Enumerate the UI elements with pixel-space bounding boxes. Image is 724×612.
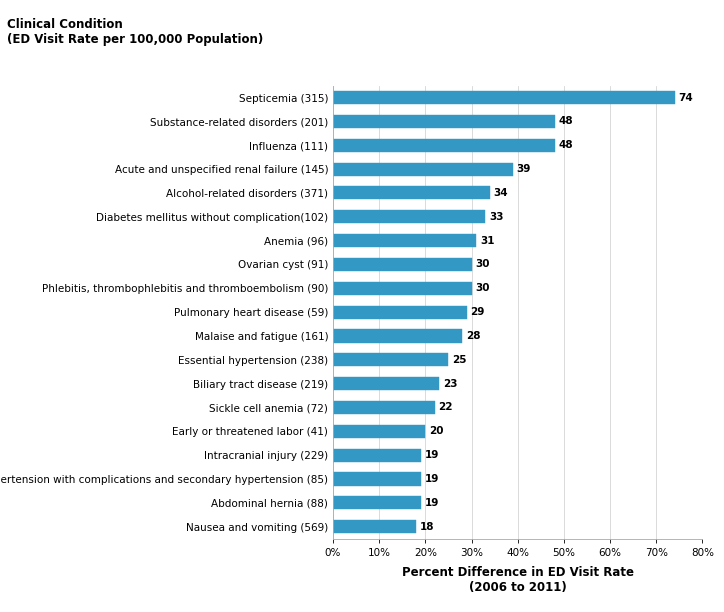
Text: 30: 30	[475, 283, 489, 293]
Bar	[333, 139, 555, 152]
Text: Clinical Condition
(ED Visit Rate per 100,000 Population): Clinical Condition (ED Visit Rate per 10…	[7, 18, 264, 47]
Bar	[333, 449, 421, 461]
Text: 29: 29	[471, 307, 485, 317]
Bar	[333, 258, 471, 271]
Text: 19: 19	[424, 450, 439, 460]
Bar	[333, 305, 467, 319]
Bar	[333, 234, 476, 247]
Text: 48: 48	[558, 116, 573, 127]
Text: 19: 19	[424, 498, 439, 508]
Text: 18: 18	[420, 521, 434, 532]
Bar	[333, 163, 513, 176]
Text: 30: 30	[475, 259, 489, 269]
Bar	[333, 377, 439, 390]
Text: 28: 28	[466, 331, 481, 341]
Bar	[333, 282, 471, 295]
Bar	[333, 472, 421, 485]
Text: 39: 39	[517, 164, 531, 174]
Bar	[333, 353, 448, 367]
Text: 22: 22	[438, 403, 452, 412]
Bar	[333, 187, 490, 200]
Bar	[333, 425, 426, 438]
Text: 20: 20	[429, 427, 444, 436]
X-axis label: Percent Difference in ED Visit Rate
(2006 to 2011): Percent Difference in ED Visit Rate (200…	[402, 566, 634, 594]
Text: 34: 34	[494, 188, 508, 198]
Bar	[333, 329, 462, 343]
Bar	[333, 520, 416, 533]
Text: 31: 31	[480, 236, 494, 245]
Text: 25: 25	[452, 355, 467, 365]
Text: 23: 23	[443, 379, 458, 389]
Bar	[333, 496, 421, 509]
Text: 33: 33	[489, 212, 504, 222]
Text: 74: 74	[678, 92, 693, 103]
Bar	[333, 115, 555, 128]
Text: 19: 19	[424, 474, 439, 484]
Text: 48: 48	[558, 140, 573, 151]
Bar	[333, 91, 675, 104]
Bar	[333, 211, 485, 223]
Bar	[333, 401, 434, 414]
